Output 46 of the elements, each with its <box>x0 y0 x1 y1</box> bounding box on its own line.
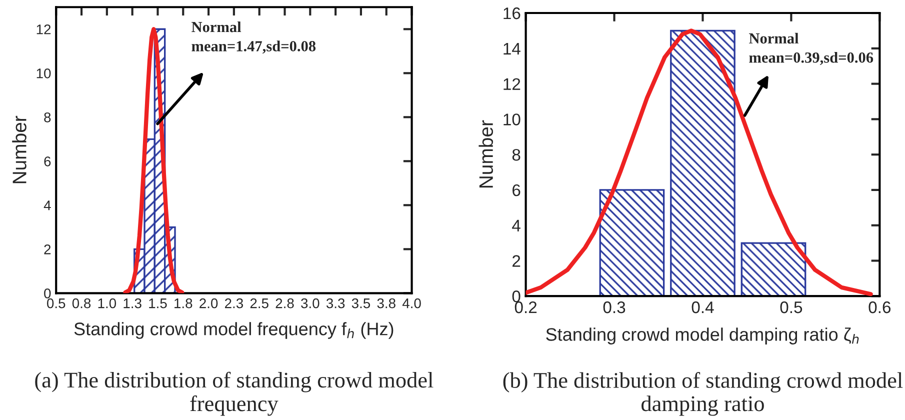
y-tick-label: 4 <box>512 220 520 232</box>
text: (b) The distribution of standing crowd model damping ratio <box>503 372 903 416</box>
y-tick-label: 12 <box>504 78 520 90</box>
x-tick-label: 0.5 <box>47 298 66 308</box>
x-tick-label: 0.4 <box>692 301 714 314</box>
x-tick-label: 4.0 <box>402 298 421 308</box>
y-tick-label: 10 <box>504 114 520 126</box>
line-series <box>526 28 873 296</box>
y-tick-label: 16 <box>504 7 520 20</box>
y-tick-label: 4 <box>44 200 51 210</box>
y-tick-label: 2 <box>44 244 51 254</box>
x-tick-label: 1.8 <box>174 298 192 308</box>
x-tick-label: 0.8 <box>72 298 91 308</box>
y-tick-label: 8 <box>44 112 51 122</box>
y-tick-label: 8 <box>512 148 520 161</box>
annotation: Normal mean=1.47,sd=0.08 <box>192 21 316 54</box>
x-tick-label: 2.8 <box>276 298 294 308</box>
annotation: Normal mean=0.39,sd=0.06 <box>749 32 874 65</box>
y-tick-label: 6 <box>512 184 520 196</box>
x-tick-label: 0.3 <box>603 301 626 314</box>
y-tick-label: 0 <box>512 290 520 302</box>
y-axis-title: Number <box>478 120 494 188</box>
x-tick-label: 0.2 <box>514 301 537 314</box>
x-tick-label: 3.8 <box>377 298 396 308</box>
y-tick-label: 2 <box>512 255 520 267</box>
x-tick-label: 3.0 <box>301 298 320 308</box>
x-tick-label: 0.5 <box>780 301 802 314</box>
y-tick-label: 0 <box>44 288 51 298</box>
x-tick-label: 1.3 <box>124 298 142 308</box>
x-axis-title: Standing crowd model frequency f$_{h}$ (Hz) <box>74 322 394 339</box>
x-tick-label: 2.3 <box>224 298 243 308</box>
x-tick-label: 3.5 <box>352 298 370 308</box>
x-tick-label: 3.3 <box>326 298 345 308</box>
y-tick-label: 6 <box>44 156 51 166</box>
y-tick-label: 12 <box>36 24 51 34</box>
x-tick-label: 0.6 <box>868 301 891 314</box>
x-tick-label: 2.0 <box>200 298 218 308</box>
x-tick-label: 1.5 <box>149 298 167 308</box>
x-tick-label: 1.0 <box>98 298 116 308</box>
x-tick-label: 2.5 <box>250 298 268 308</box>
line-series <box>123 27 184 294</box>
y-axis-title: Number <box>12 116 26 184</box>
y-tick-label: 14 <box>504 42 520 54</box>
text: (a) The distribution of standing crowd model frequency <box>35 372 434 416</box>
x-axis-title: Standing crowd model damping ratio ζ$_{h}$ <box>546 328 859 344</box>
y-tick-label: 10 <box>36 68 51 78</box>
